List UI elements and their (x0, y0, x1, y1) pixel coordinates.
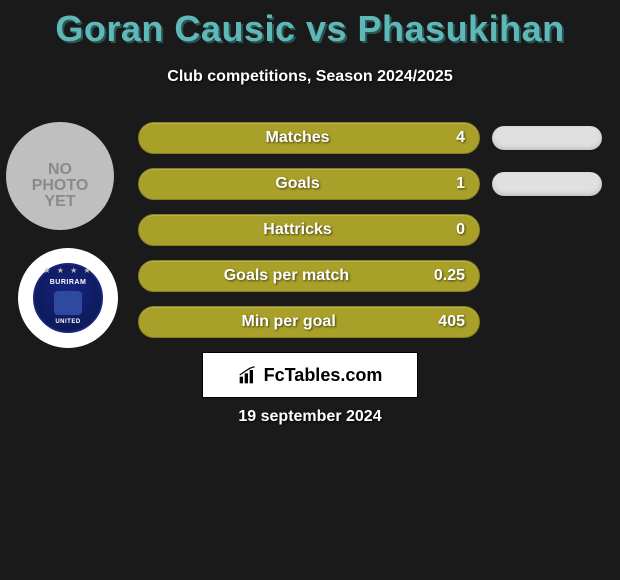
stat-bar-goals: Goals 1 (138, 168, 480, 200)
stat-bar-goals-per-match: Goals per match 0.25 (138, 260, 480, 292)
stat-label: Min per goal (139, 313, 438, 331)
stat-label: Goals (139, 175, 456, 193)
site-badge: FcTables.com (202, 352, 418, 398)
badge-text-top: BURIRAM (35, 279, 101, 286)
no-photo-line2: PHOTO (6, 178, 114, 194)
no-photo-line1: NO (6, 162, 114, 178)
stat-bar-min-per-goal: Min per goal 405 (138, 306, 480, 338)
player-avatars: NO PHOTO YET ★ ★ ★ ★ BURIRAM UNITED (6, 122, 118, 348)
comparison-title: Goran Causic vs Phasukihan (0, 0, 620, 50)
stat-label: Matches (139, 129, 456, 147)
pill (492, 126, 602, 150)
stat-value: 1 (456, 175, 471, 193)
stat-value: 4 (456, 129, 471, 147)
date-text: 19 september 2024 (0, 408, 620, 426)
pill (492, 172, 602, 196)
comparison-subtitle: Club competitions, Season 2024/2025 (0, 68, 620, 86)
stat-bar-matches: Matches 4 (138, 122, 480, 154)
stat-value: 0.25 (434, 267, 471, 285)
stat-label: Hattricks (139, 221, 456, 239)
badge-center-icon (54, 291, 82, 315)
site-name: FcTables.com (264, 365, 383, 386)
badge-text-bottom: UNITED (35, 319, 101, 325)
chart-icon (238, 365, 258, 385)
badge-stars: ★ ★ ★ ★ (35, 266, 101, 275)
player2-avatar: ★ ★ ★ ★ BURIRAM UNITED (18, 248, 118, 348)
club-badge: ★ ★ ★ ★ BURIRAM UNITED (33, 263, 103, 333)
right-pills (492, 122, 602, 196)
no-photo-placeholder: NO PHOTO YET (6, 122, 114, 230)
player1-avatar: NO PHOTO YET (6, 122, 114, 230)
no-photo-line3: YET (6, 194, 114, 210)
stats-list: Matches 4 Goals 1 Hattricks 0 Goals per … (138, 122, 480, 338)
stat-value: 405 (438, 313, 471, 331)
stat-value: 0 (456, 221, 471, 239)
stat-label: Goals per match (139, 267, 434, 285)
stat-bar-hattricks: Hattricks 0 (138, 214, 480, 246)
